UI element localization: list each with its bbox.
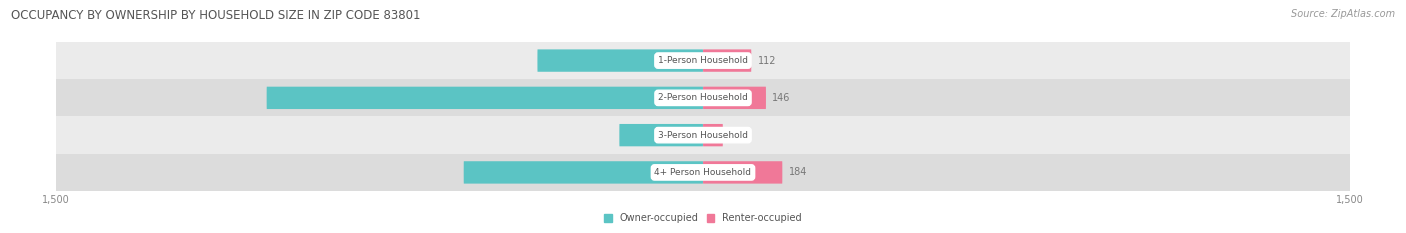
Text: Source: ZipAtlas.com: Source: ZipAtlas.com <box>1291 9 1395 19</box>
FancyBboxPatch shape <box>703 49 751 72</box>
FancyBboxPatch shape <box>703 124 723 146</box>
FancyBboxPatch shape <box>620 124 703 146</box>
Text: 1-Person Household: 1-Person Household <box>658 56 748 65</box>
Text: 4+ Person Household: 4+ Person Household <box>655 168 751 177</box>
FancyBboxPatch shape <box>703 87 766 109</box>
Legend: Owner-occupied, Renter-occupied: Owner-occupied, Renter-occupied <box>605 213 801 223</box>
Text: OCCUPANCY BY OWNERSHIP BY HOUSEHOLD SIZE IN ZIP CODE 83801: OCCUPANCY BY OWNERSHIP BY HOUSEHOLD SIZE… <box>11 9 420 22</box>
Text: 555: 555 <box>683 168 703 177</box>
Text: 112: 112 <box>758 56 776 65</box>
FancyBboxPatch shape <box>464 161 703 184</box>
Text: 3-Person Household: 3-Person Household <box>658 131 748 140</box>
FancyBboxPatch shape <box>267 87 703 109</box>
Text: 184: 184 <box>789 168 807 177</box>
Bar <box>56 79 1350 116</box>
FancyBboxPatch shape <box>703 161 782 184</box>
Text: 146: 146 <box>772 93 790 103</box>
Text: 2-Person Household: 2-Person Household <box>658 93 748 102</box>
Text: 1,012: 1,012 <box>668 93 696 103</box>
Text: 194: 194 <box>696 130 714 140</box>
Bar <box>56 154 1350 191</box>
FancyBboxPatch shape <box>537 49 703 72</box>
Bar <box>56 116 1350 154</box>
Bar <box>56 42 1350 79</box>
Text: 384: 384 <box>690 56 709 65</box>
Text: 46: 46 <box>730 130 741 140</box>
